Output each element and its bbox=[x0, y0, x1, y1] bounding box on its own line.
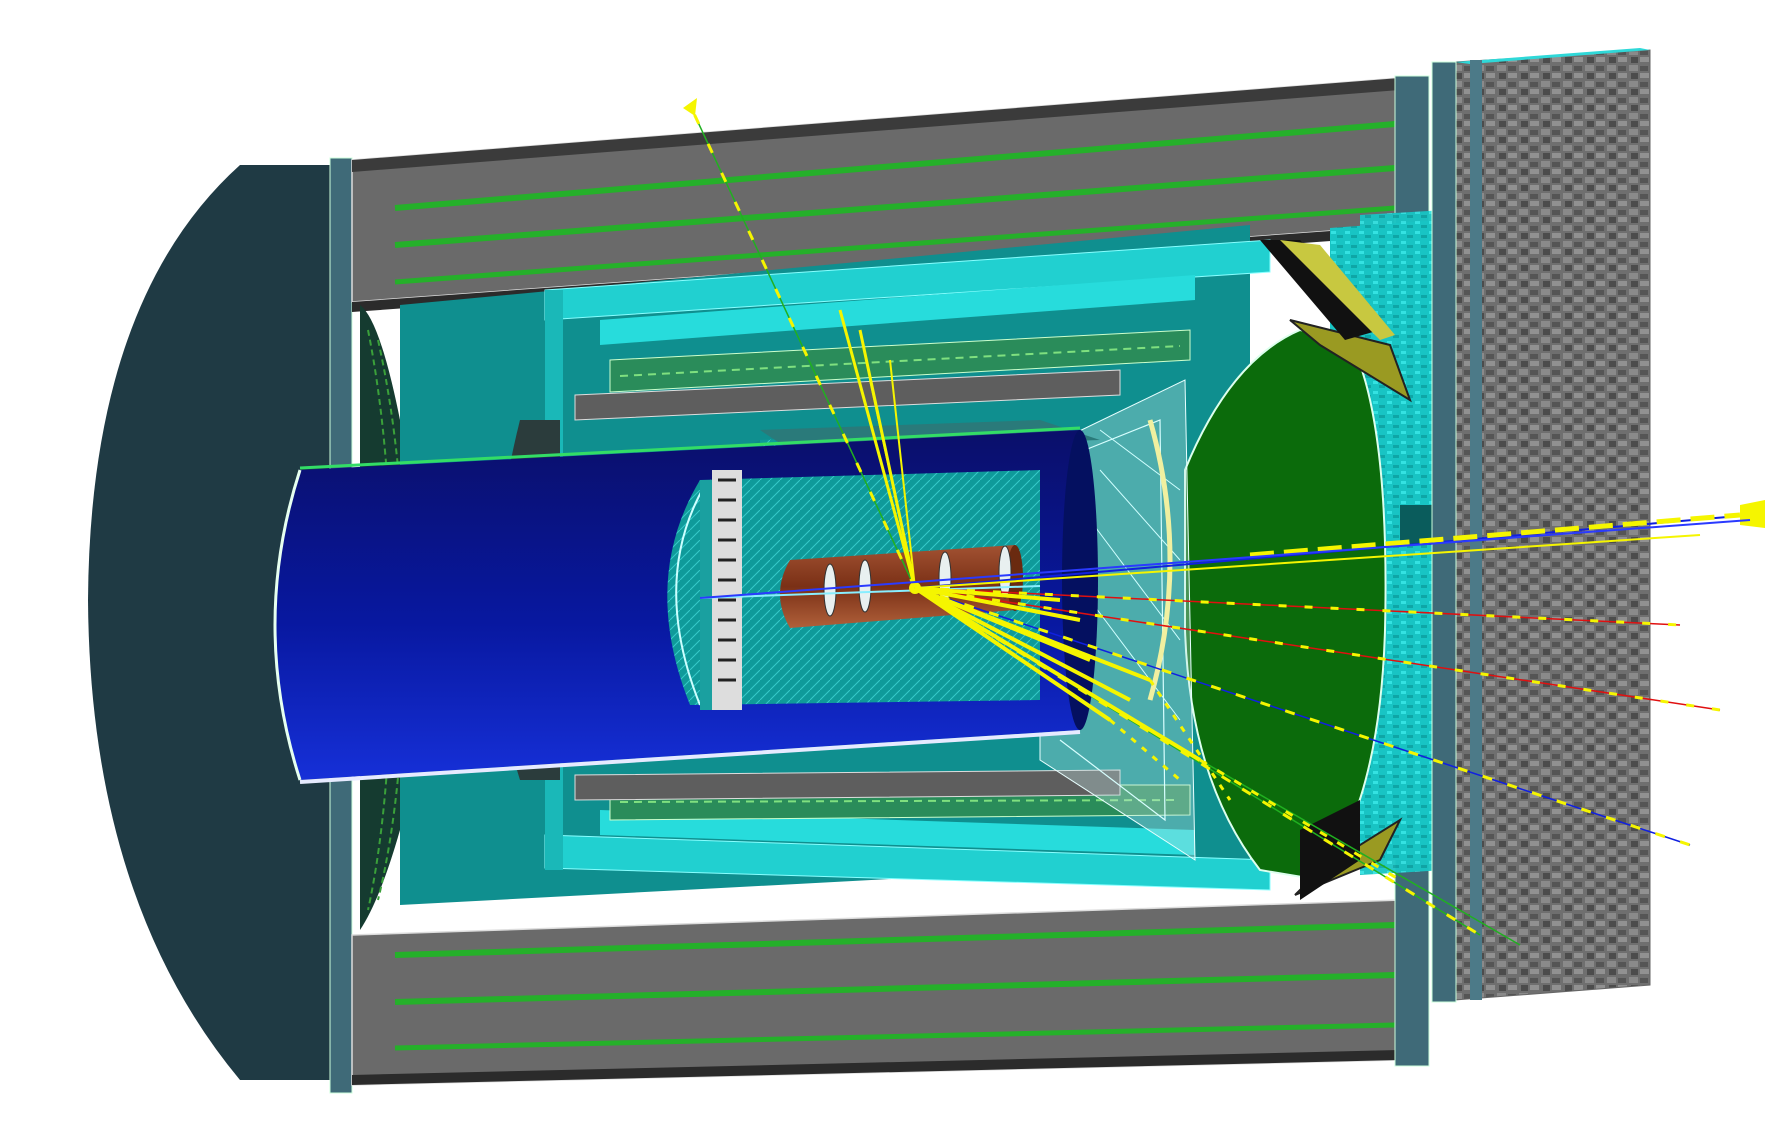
track-end-marker bbox=[683, 98, 697, 116]
beam-line bbox=[699, 519, 1751, 599]
track-forward-2 bbox=[914, 587, 1681, 626]
track-up-1 bbox=[689, 104, 916, 589]
particle-tracks bbox=[688, 104, 1765, 946]
endcap-wall bbox=[1431, 48, 1651, 1003]
